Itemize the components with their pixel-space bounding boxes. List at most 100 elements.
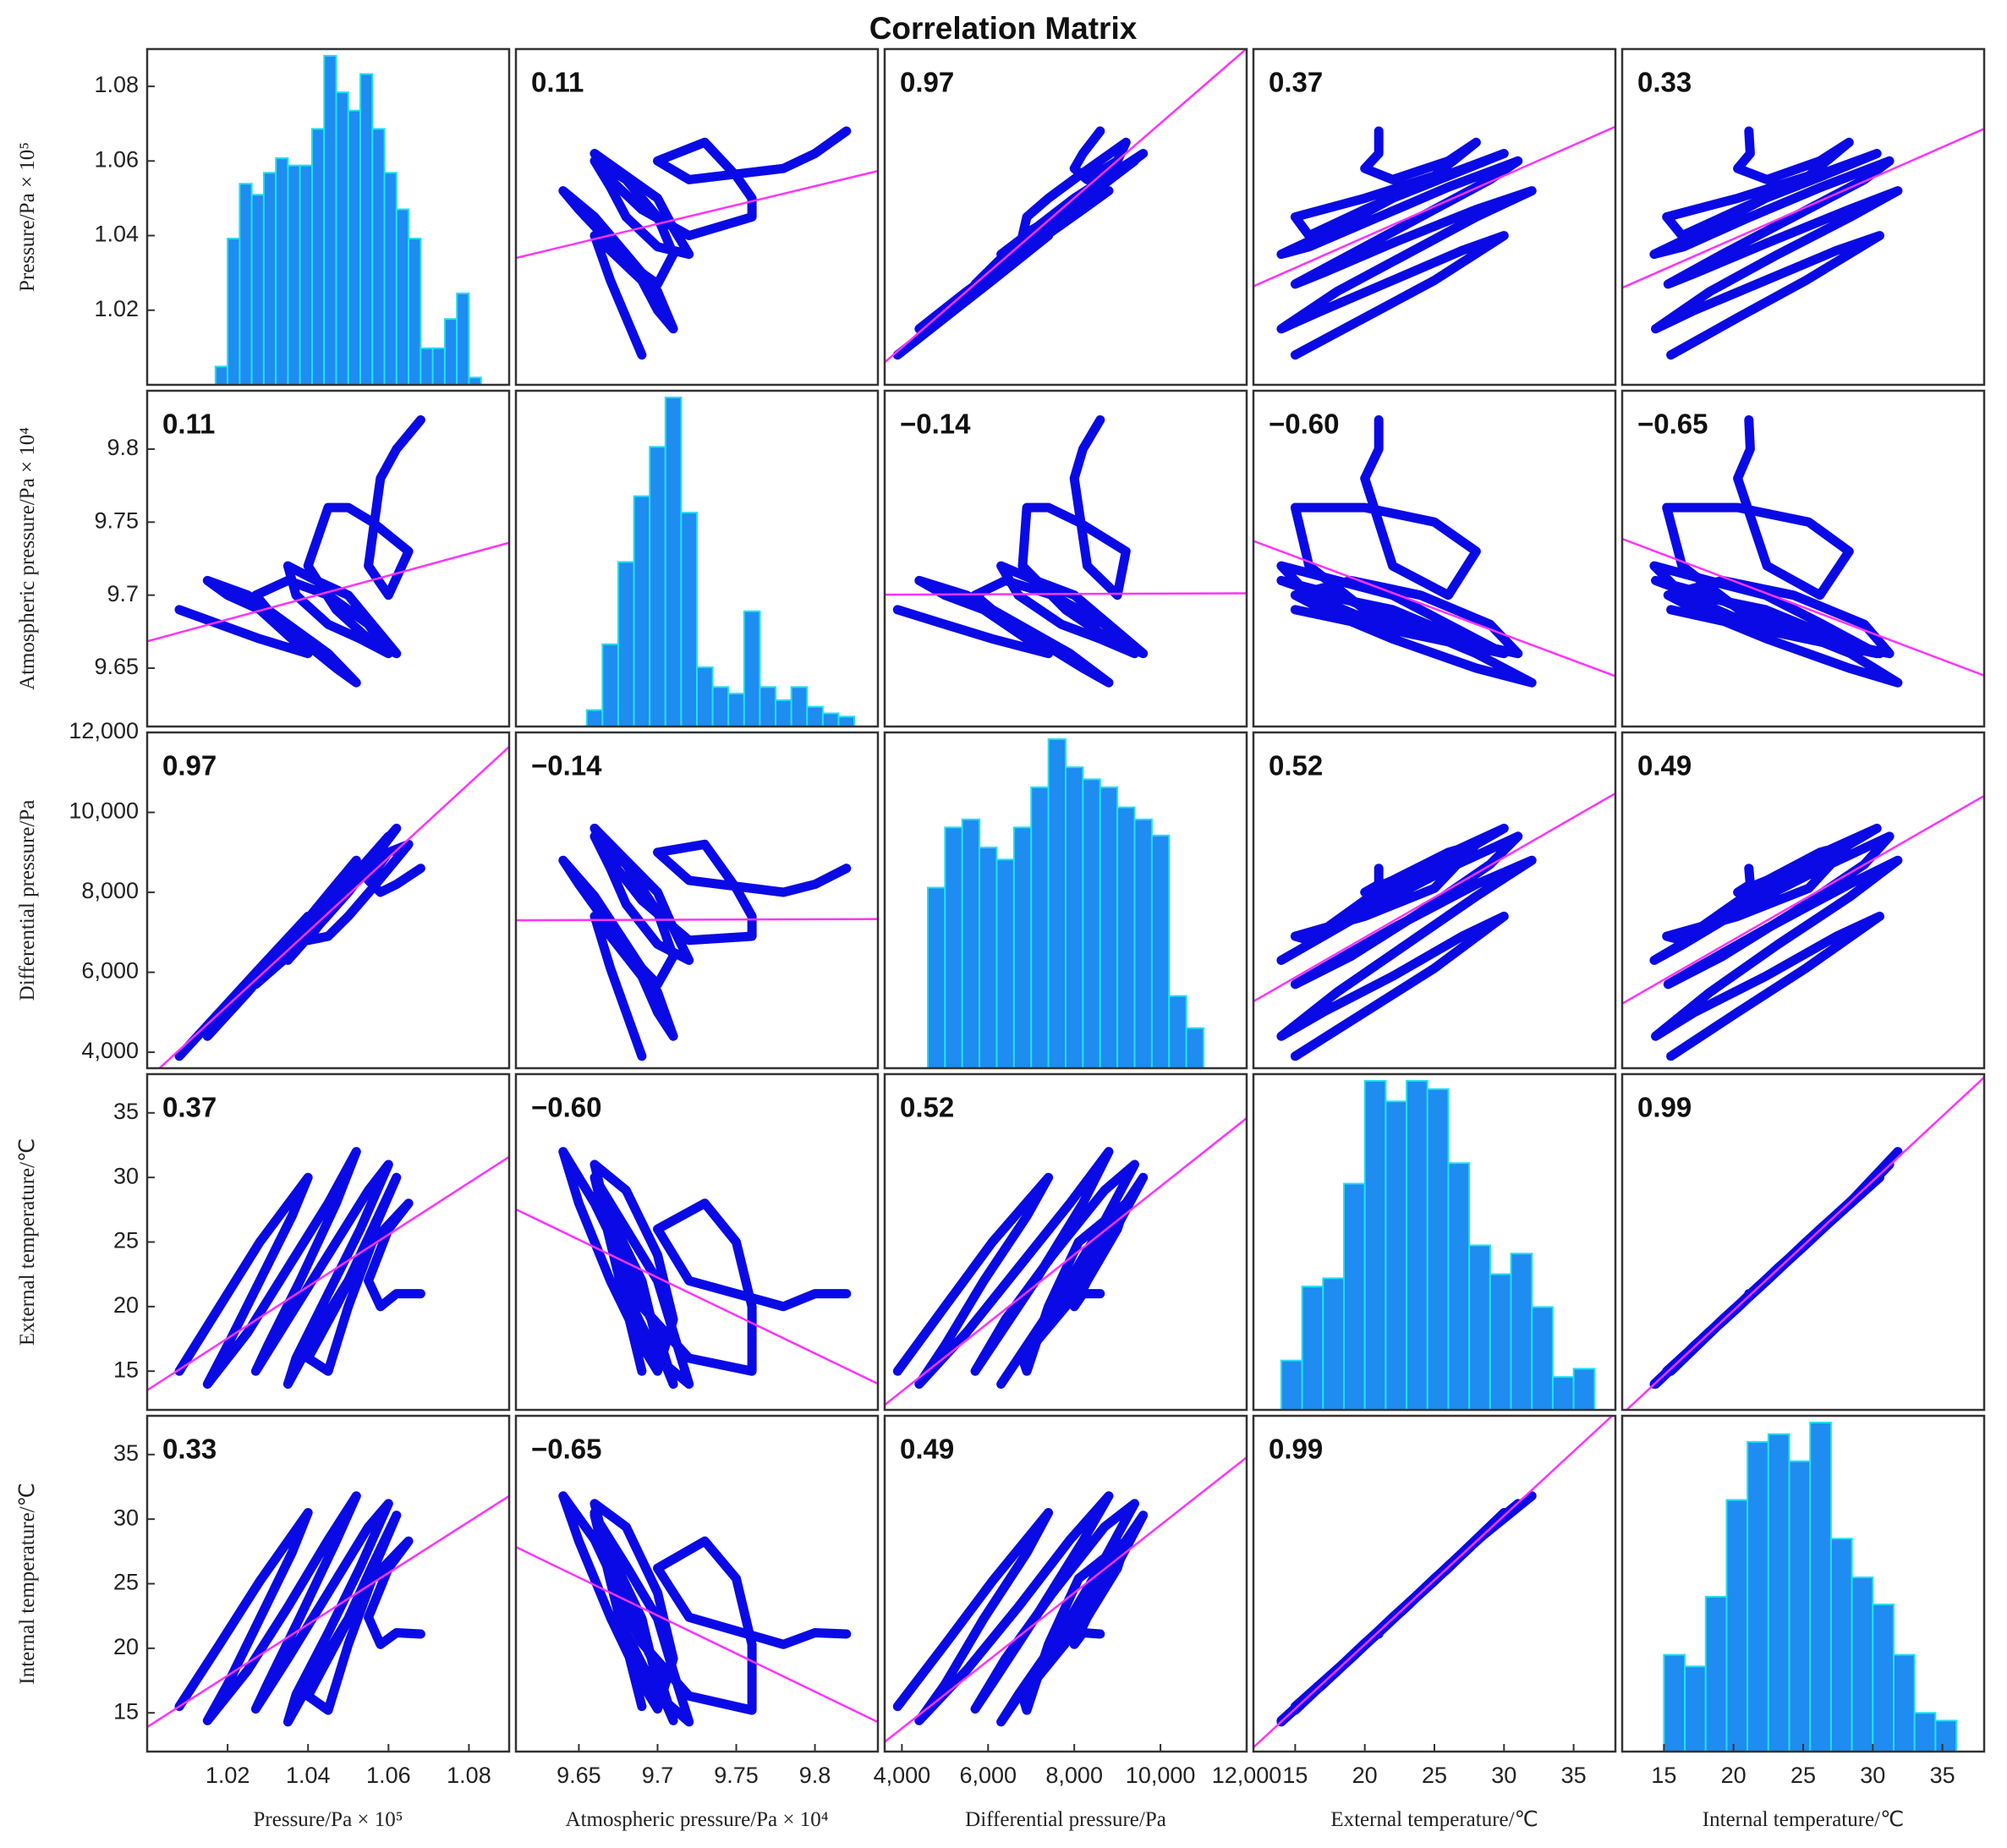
histogram-bar	[468, 376, 482, 385]
histogram-bar	[1012, 826, 1033, 1068]
x-axis-title: Internal temperature/℃	[1703, 1808, 1904, 1831]
histogram-bar	[711, 686, 730, 727]
fit-line	[147, 1155, 509, 1391]
histogram-bar	[790, 686, 809, 727]
histogram-bar	[680, 512, 698, 727]
histogram-bar	[239, 183, 253, 385]
histogram-bar	[759, 686, 777, 727]
fit-line	[516, 169, 878, 260]
fit-line	[1622, 128, 1984, 289]
panel-border	[1252, 47, 1617, 387]
histogram-bar	[1872, 1604, 1895, 1752]
panel-content	[1280, 1079, 1596, 1410]
panel-content	[147, 1491, 509, 1728]
y-tick-label: 20	[113, 1634, 139, 1659]
fit-line	[885, 592, 1247, 596]
histogram-bar	[1185, 1027, 1205, 1068]
y-tick-label: 12,000	[69, 718, 139, 743]
histogram-bar	[1489, 1273, 1512, 1410]
y-axis-title: Differential pressure/Pa	[16, 800, 39, 1001]
histogram-bar	[585, 709, 604, 727]
histogram-bar	[821, 712, 840, 727]
fit-line	[1253, 792, 1615, 1003]
histogram-bar	[1725, 1499, 1749, 1752]
panel-border	[883, 389, 1248, 728]
y-tick-label: 15	[113, 1698, 139, 1724]
histogram-bar	[1684, 1665, 1707, 1752]
y-tick-label: 9.65	[94, 654, 139, 679]
histogram-bar	[995, 858, 1015, 1068]
y-axis-title: Internal temperature/℃	[16, 1483, 39, 1684]
panel	[885, 391, 1247, 727]
trajectory	[892, 415, 1149, 688]
histogram-bar	[371, 128, 386, 385]
x-tick-label: 35	[1930, 1763, 1955, 1788]
histogram-bar	[419, 347, 434, 385]
x-tick-label: 9.8	[799, 1763, 831, 1788]
panel-content	[516, 1147, 878, 1389]
panel-border	[514, 47, 880, 387]
panel-border	[883, 731, 1248, 1070]
x-tick-label: 25	[1422, 1763, 1447, 1788]
fit-line	[1253, 540, 1615, 677]
trajectory	[174, 1147, 425, 1389]
trajectory	[558, 126, 852, 360]
x-tick-label: 8,000	[1045, 1763, 1103, 1788]
trajectory	[1276, 126, 1537, 360]
x-tick-label: 1.08	[447, 1763, 491, 1788]
x-tick-label: 30	[1860, 1763, 1885, 1788]
panel-content	[1253, 1416, 1614, 1748]
x-tick-label: 9.75	[714, 1763, 759, 1788]
y-tick-label: 9.75	[94, 507, 139, 533]
x-tick-label: 4,000	[874, 1763, 931, 1788]
histogram-bar	[633, 495, 651, 727]
histogram-bar	[310, 128, 326, 385]
x-tick-label: 15	[1282, 1763, 1308, 1788]
histogram-bar	[214, 365, 229, 385]
panel	[1253, 49, 1615, 385]
panel-content	[885, 1117, 1247, 1407]
y-tick-label: 1.06	[94, 146, 139, 172]
trajectory	[1649, 126, 1903, 360]
y-tick-label: 9.8	[107, 435, 139, 460]
histogram-bar	[1065, 766, 1084, 1068]
x-tick-label: 15	[1651, 1763, 1676, 1788]
y-tick-label: 30	[113, 1163, 139, 1188]
histogram-bar	[443, 318, 458, 385]
panel-border	[145, 47, 511, 387]
histogram-bar	[323, 54, 337, 385]
histogram-bar	[1767, 1433, 1790, 1752]
correlation-label: 0.97	[162, 750, 217, 781]
panel-content	[147, 1147, 509, 1391]
correlation-label: 0.99	[1269, 1434, 1323, 1465]
x-tick-label: 20	[1721, 1763, 1747, 1788]
histogram-bar	[743, 610, 761, 727]
panel-content	[926, 738, 1205, 1068]
panel-border	[1620, 731, 1986, 1070]
y-tick-label: 35	[113, 1440, 139, 1466]
fit-line	[885, 49, 1247, 364]
histogram-bar	[1280, 1359, 1303, 1410]
panel-content	[1253, 125, 1615, 360]
panel-border	[514, 731, 880, 1070]
trajectory	[892, 1491, 1149, 1727]
histogram-bar	[1663, 1653, 1686, 1752]
histogram-bar	[775, 699, 792, 727]
histogram-bar	[395, 208, 410, 385]
panel-content	[1622, 415, 1984, 688]
panel-border	[883, 1414, 1248, 1753]
y-tick-label: 4,000	[81, 1038, 139, 1063]
y-tick-label: 30	[113, 1505, 139, 1530]
panel-border	[514, 389, 880, 728]
correlation-label: 0.97	[900, 67, 954, 98]
panel-content	[516, 126, 878, 360]
histogram-bar	[1363, 1079, 1387, 1410]
trajectory	[174, 415, 425, 688]
x-tick-label: 1.04	[286, 1763, 331, 1788]
correlation-label: 0.11	[531, 67, 584, 98]
histogram-bar	[961, 818, 981, 1068]
panel-content	[1253, 792, 1615, 1061]
histogram-bar	[1150, 834, 1171, 1068]
histogram-bar	[347, 109, 362, 385]
